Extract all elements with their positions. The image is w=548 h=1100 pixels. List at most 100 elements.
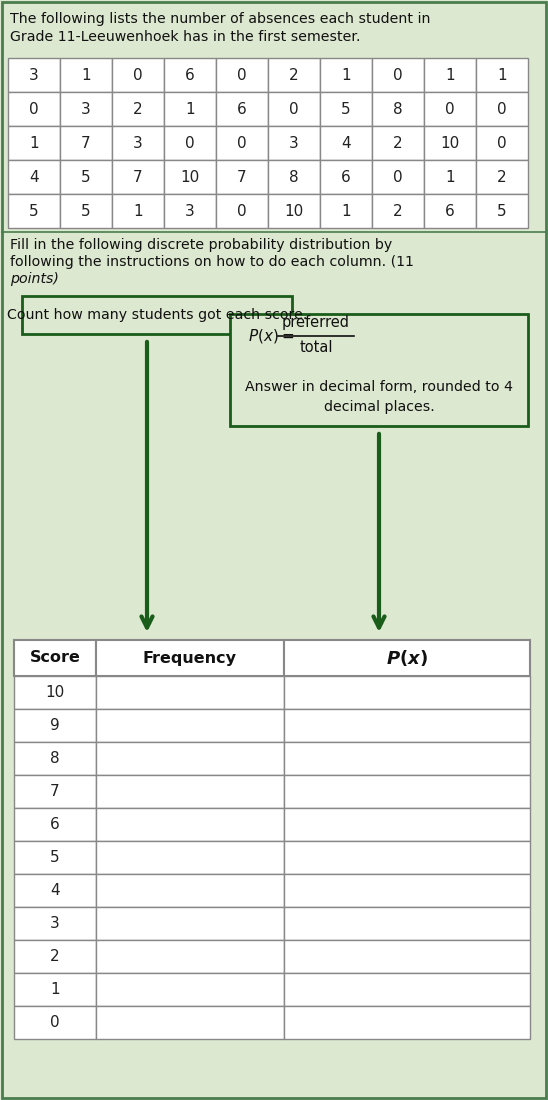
Bar	[476, 92, 528, 126]
Text: points): points)	[10, 272, 59, 286]
Bar	[14, 676, 96, 710]
Text: 5: 5	[497, 204, 507, 219]
Bar	[60, 194, 112, 228]
Text: 6: 6	[50, 817, 60, 832]
Bar	[14, 710, 96, 742]
Text: 7: 7	[133, 169, 143, 185]
Bar	[96, 808, 284, 842]
Bar	[8, 160, 60, 194]
Bar	[284, 676, 530, 710]
Bar	[476, 126, 528, 160]
Bar	[284, 842, 530, 874]
Text: 0: 0	[237, 135, 247, 151]
Text: 0: 0	[497, 101, 507, 117]
Bar	[424, 92, 476, 126]
Bar	[476, 58, 528, 92]
Text: 0: 0	[185, 135, 195, 151]
Bar	[14, 808, 96, 842]
Text: 1: 1	[445, 169, 455, 185]
Bar	[284, 940, 530, 974]
Text: 2: 2	[393, 135, 403, 151]
Bar	[164, 194, 216, 228]
Bar	[96, 710, 284, 742]
Text: total: total	[299, 341, 333, 355]
Bar	[284, 710, 530, 742]
Text: $P(x)=$: $P(x)=$	[248, 327, 294, 345]
Text: 3: 3	[29, 67, 39, 82]
Bar	[96, 1006, 284, 1040]
Text: 1: 1	[81, 67, 91, 82]
Text: 1: 1	[445, 67, 455, 82]
Bar	[164, 126, 216, 160]
Bar	[476, 194, 528, 228]
Text: Grade 11-Leeuwenhoek has in the first semester.: Grade 11-Leeuwenhoek has in the first se…	[10, 30, 361, 44]
Text: 5: 5	[341, 101, 351, 117]
Text: 5: 5	[81, 204, 91, 219]
Bar	[284, 742, 530, 775]
Bar	[284, 974, 530, 1006]
Bar	[268, 160, 320, 194]
Text: 0: 0	[237, 204, 247, 219]
Text: 10: 10	[45, 685, 65, 700]
Text: 10: 10	[284, 204, 304, 219]
Bar	[112, 126, 164, 160]
Text: 4: 4	[29, 169, 39, 185]
Bar	[8, 126, 60, 160]
Text: $\boldsymbol{P(x)}$: $\boldsymbol{P(x)}$	[386, 648, 428, 668]
Text: 0: 0	[289, 101, 299, 117]
Bar	[372, 126, 424, 160]
Bar	[8, 92, 60, 126]
Text: 4: 4	[341, 135, 351, 151]
Text: 10: 10	[180, 169, 199, 185]
Bar	[164, 92, 216, 126]
Text: 1: 1	[341, 204, 351, 219]
Text: 1: 1	[341, 67, 351, 82]
Bar	[216, 92, 268, 126]
Bar	[320, 160, 372, 194]
Text: following the instructions on how to do each column. (11: following the instructions on how to do …	[10, 255, 414, 270]
Text: 2: 2	[393, 204, 403, 219]
Bar	[320, 58, 372, 92]
FancyBboxPatch shape	[230, 314, 528, 426]
Text: 3: 3	[81, 101, 91, 117]
Text: 6: 6	[445, 204, 455, 219]
Bar	[424, 194, 476, 228]
Bar	[424, 58, 476, 92]
Bar	[112, 194, 164, 228]
Bar	[268, 92, 320, 126]
Text: 7: 7	[237, 169, 247, 185]
Bar	[96, 974, 284, 1006]
Bar	[60, 58, 112, 92]
Bar	[112, 58, 164, 92]
Bar	[216, 126, 268, 160]
Text: 0: 0	[237, 67, 247, 82]
Bar	[284, 874, 530, 907]
Text: 1: 1	[185, 101, 195, 117]
Text: 2: 2	[289, 67, 299, 82]
Text: 5: 5	[81, 169, 91, 185]
Bar	[14, 1006, 96, 1040]
Bar	[96, 776, 284, 808]
Bar	[112, 160, 164, 194]
Text: 3: 3	[289, 135, 299, 151]
Bar	[216, 58, 268, 92]
Bar	[164, 160, 216, 194]
Bar	[112, 92, 164, 126]
Text: 0: 0	[393, 67, 403, 82]
Text: 1: 1	[29, 135, 39, 151]
Text: Count how many students got each score.: Count how many students got each score.	[7, 308, 307, 322]
Bar	[14, 842, 96, 874]
Bar	[372, 92, 424, 126]
Text: 0: 0	[497, 135, 507, 151]
Text: preferred: preferred	[282, 316, 350, 330]
Text: 0: 0	[50, 1015, 60, 1030]
Bar	[14, 640, 96, 676]
Bar	[284, 640, 530, 676]
FancyBboxPatch shape	[22, 296, 292, 334]
Bar	[60, 126, 112, 160]
Bar	[14, 776, 96, 808]
Bar	[284, 776, 530, 808]
Text: 2: 2	[50, 949, 60, 964]
Bar	[8, 58, 60, 92]
Bar	[96, 940, 284, 974]
